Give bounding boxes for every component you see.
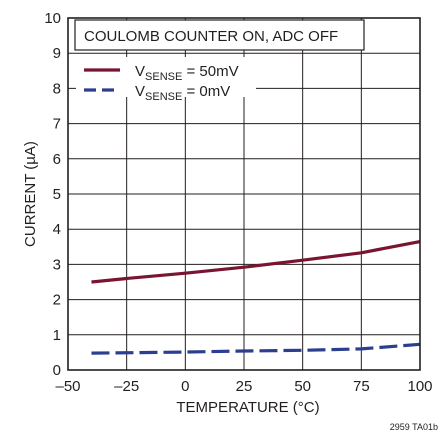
x-axis-label: TEMPERATURE (°C) bbox=[176, 399, 319, 416]
legend-label-vsense-50mv: VSENSE = 50mV bbox=[135, 63, 239, 83]
legend: VSENSE = 50mV VSENSE = 0mV bbox=[76, 57, 256, 103]
series-lines bbox=[91, 239, 421, 355]
x-tick-label: 100 bbox=[407, 378, 432, 395]
y-tick-label: 10 bbox=[44, 10, 61, 27]
y-tick-label: 7 bbox=[53, 116, 61, 133]
y-tick-label: 0 bbox=[53, 362, 61, 379]
x-tick-label: 75 bbox=[353, 378, 370, 395]
plot-frame bbox=[67, 17, 421, 371]
y-tick-label: 3 bbox=[53, 256, 61, 273]
x-tick-label: 25 bbox=[236, 378, 253, 395]
y-tick-label: 6 bbox=[53, 151, 61, 168]
x-tick-labels: –50 –25 0 25 50 75 100 bbox=[55, 378, 432, 395]
title-box bbox=[74, 19, 365, 51]
y-tick-label: 9 bbox=[53, 45, 61, 62]
x-tick-label: 50 bbox=[294, 378, 311, 395]
series-line-vsense-0mv bbox=[91, 342, 421, 355]
y-tick-labels: 0 1 2 3 4 5 6 7 8 9 10 bbox=[44, 10, 61, 379]
chart-title: COULOMB COUNTER ON, ADC OFF bbox=[84, 28, 338, 45]
y-tick-label: 4 bbox=[53, 221, 61, 238]
x-tick-label: –50 bbox=[55, 378, 80, 395]
y-axis-label: CURRENT (µA) bbox=[22, 141, 39, 247]
y-tick-label: 8 bbox=[53, 80, 61, 97]
series-line-vsense-50mv bbox=[91, 239, 421, 284]
y-tick-label: 1 bbox=[53, 327, 61, 344]
y-tick-label: 5 bbox=[53, 186, 61, 203]
legend-label-vsense-0mv: VSENSE = 0mV bbox=[135, 83, 230, 103]
x-tick-label: –25 bbox=[114, 378, 139, 395]
y-tick-label: 2 bbox=[53, 292, 61, 309]
figure-code: 2959 TA01b bbox=[390, 422, 438, 432]
x-tick-label: 0 bbox=[181, 378, 189, 395]
